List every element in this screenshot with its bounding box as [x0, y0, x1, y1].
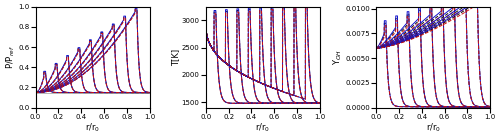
- Y-axis label: P/P$_{ref}$: P/P$_{ref}$: [4, 45, 16, 69]
- Y-axis label: Y$_{OH}$: Y$_{OH}$: [331, 49, 344, 65]
- X-axis label: r/r$_0$: r/r$_0$: [85, 121, 100, 134]
- X-axis label: r/r$_0$: r/r$_0$: [426, 121, 440, 134]
- X-axis label: r/r$_0$: r/r$_0$: [256, 121, 270, 134]
- Y-axis label: T[K]: T[K]: [171, 49, 180, 66]
